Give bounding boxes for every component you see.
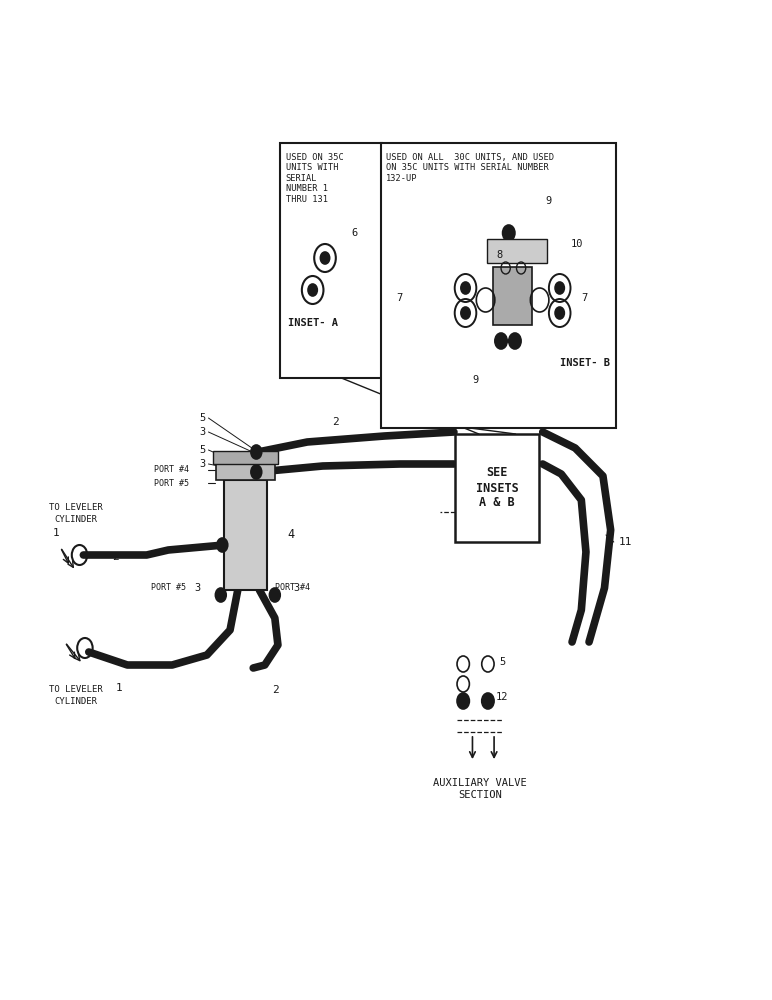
Text: 1: 1 <box>52 528 59 538</box>
Text: 8: 8 <box>496 250 503 260</box>
Text: 3: 3 <box>199 459 205 469</box>
Bar <box>381 143 616 428</box>
Circle shape <box>320 252 330 264</box>
Text: 1: 1 <box>116 683 123 693</box>
Bar <box>493 267 532 325</box>
Text: 5: 5 <box>199 413 205 423</box>
Text: 2: 2 <box>333 417 339 427</box>
Text: 7: 7 <box>581 293 587 303</box>
Bar <box>280 143 382 378</box>
Circle shape <box>251 465 262 479</box>
Circle shape <box>495 333 507 349</box>
Circle shape <box>555 307 564 319</box>
Text: PORT #4: PORT #4 <box>275 583 310 592</box>
Text: 5: 5 <box>199 445 205 455</box>
Circle shape <box>251 445 262 459</box>
Text: USED ON ALL  30C UNITS, AND USED
ON 35C UNITS WITH SERIAL NUMBER
132-UP: USED ON ALL 30C UNITS, AND USED ON 35C U… <box>386 153 554 183</box>
Text: 10: 10 <box>571 239 583 249</box>
Text: 3: 3 <box>199 427 205 437</box>
Text: 7: 7 <box>396 293 402 303</box>
Circle shape <box>461 307 470 319</box>
Circle shape <box>503 225 515 241</box>
Bar <box>455 434 539 542</box>
Text: USED ON 35C
UNITS WITH
SERIAL
NUMBER 1
THRU 131: USED ON 35C UNITS WITH SERIAL NUMBER 1 T… <box>286 153 344 204</box>
Circle shape <box>308 284 317 296</box>
Text: INSET- B: INSET- B <box>560 358 610 368</box>
Text: SEE
INSETS
A & B: SEE INSETS A & B <box>476 466 519 510</box>
Text: 4: 4 <box>287 528 294 542</box>
Circle shape <box>269 588 280 602</box>
Bar <box>224 480 267 590</box>
Text: PORT #5: PORT #5 <box>151 583 186 592</box>
Bar <box>216 462 275 480</box>
Text: CYLINDER: CYLINDER <box>54 698 97 706</box>
Text: TO LEVELER: TO LEVELER <box>49 686 103 694</box>
Text: 11: 11 <box>618 537 631 547</box>
Text: INSET- A: INSET- A <box>288 318 338 328</box>
Text: 2: 2 <box>112 552 119 562</box>
Circle shape <box>509 333 521 349</box>
Text: 3: 3 <box>195 583 201 593</box>
Text: TO LEVELER: TO LEVELER <box>49 502 103 512</box>
Bar <box>487 239 547 263</box>
Text: 9: 9 <box>472 375 479 385</box>
Circle shape <box>215 588 226 602</box>
Circle shape <box>461 282 470 294</box>
Circle shape <box>217 538 228 552</box>
Circle shape <box>555 282 564 294</box>
Text: PORT #5: PORT #5 <box>154 479 189 488</box>
Bar <box>213 451 278 464</box>
Text: 12: 12 <box>496 692 508 702</box>
Text: 6: 6 <box>351 228 357 238</box>
Text: CYLINDER: CYLINDER <box>54 514 97 524</box>
Text: 9: 9 <box>545 196 551 206</box>
Text: 2: 2 <box>273 685 279 695</box>
Text: 3: 3 <box>293 583 300 593</box>
Text: AUXILIARY VALVE
SECTION: AUXILIARY VALVE SECTION <box>433 778 527 800</box>
Text: PORT #4: PORT #4 <box>154 466 189 475</box>
Text: 5: 5 <box>499 657 506 667</box>
Circle shape <box>482 693 494 709</box>
Circle shape <box>457 693 469 709</box>
